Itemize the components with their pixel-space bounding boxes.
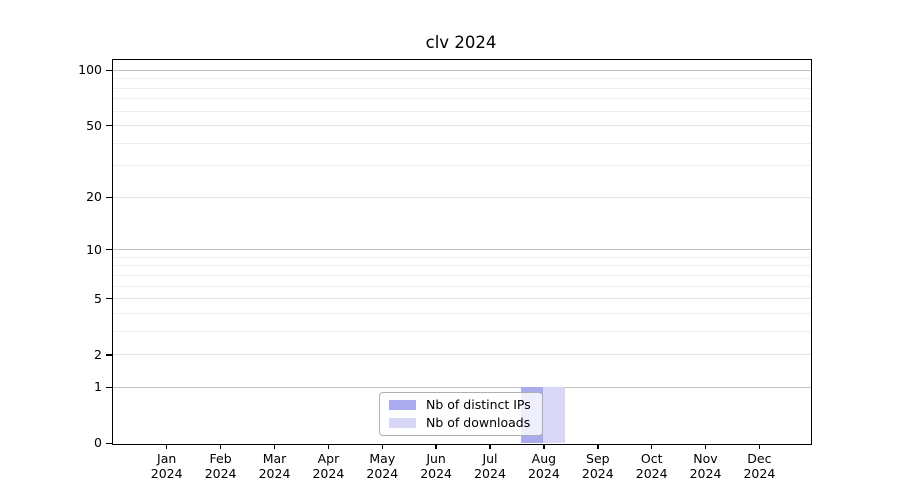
gridline-1 <box>112 386 811 388</box>
x-tick-label-jun: Jun 2024 <box>406 451 466 481</box>
x-tick-dec <box>758 443 761 449</box>
x-tick-apr <box>327 443 330 449</box>
month-text: Oct <box>640 451 663 466</box>
month-text: Dec <box>747 451 772 466</box>
gridline-70 <box>112 98 811 100</box>
x-tick-label-jan: Jan 2024 <box>137 451 197 481</box>
month-text: Apr <box>317 451 340 466</box>
y-tick-label: 10 <box>86 241 102 257</box>
y-tick-label: 100 <box>78 62 102 78</box>
x-tick-label-apr: Apr 2024 <box>298 451 358 481</box>
x-tick-aug <box>543 443 545 449</box>
y-tick-20 <box>106 196 113 199</box>
gridline-2 <box>112 354 811 356</box>
year-text: 2024 <box>366 466 399 481</box>
gridline-80 <box>112 87 811 89</box>
plot-area <box>111 58 812 445</box>
gridline-60 <box>112 110 811 112</box>
month-text: Mar <box>262 451 287 466</box>
gridline-4 <box>112 312 811 314</box>
legend-item-distinct-ips: Nb of distinct IPs <box>389 396 542 412</box>
gridline-30 <box>112 165 811 167</box>
gridline-6 <box>112 285 811 287</box>
x-tick-label-jul: Jul 2024 <box>460 451 520 481</box>
gridline-20 <box>112 196 811 198</box>
y-tick-label: 50 <box>86 117 102 133</box>
y-tick-label: 20 <box>86 189 102 205</box>
legend-item-downloads: Nb of downloads <box>389 414 542 430</box>
downloads-swatch <box>389 417 416 428</box>
y-tick-label: 0 <box>94 434 102 450</box>
year-text: 2024 <box>527 466 560 481</box>
y-tick-50 <box>106 124 113 127</box>
year-text: 2024 <box>420 466 452 481</box>
month-text: May <box>369 451 396 466</box>
month-text: Jan <box>157 451 177 466</box>
y-tick-label: 2 <box>94 346 102 362</box>
x-tick-may <box>381 443 383 449</box>
y-tick-label: 5 <box>94 290 102 306</box>
gridline-50 <box>112 125 811 126</box>
x-tick-oct <box>650 443 653 449</box>
legend-label: Nb of downloads <box>426 414 531 430</box>
month-text: Jun <box>426 451 446 466</box>
gridline-3 <box>112 330 811 332</box>
year-text: 2024 <box>635 466 668 481</box>
month-text: Feb <box>209 451 232 466</box>
month-text: Sep <box>586 451 610 466</box>
year-text: 2024 <box>689 466 722 481</box>
chart-legend: Nb of distinct IPs Nb of downloads <box>379 392 543 436</box>
bar-downloads-aug <box>542 387 565 444</box>
x-tick-feb <box>219 443 222 449</box>
x-tick-mar <box>273 443 276 449</box>
year-text: 2024 <box>258 466 291 481</box>
x-tick-jul <box>489 443 491 449</box>
year-text: 2024 <box>474 466 506 481</box>
year-text: 2024 <box>312 466 345 481</box>
month-text: Nov <box>693 451 718 466</box>
year-text: 2024 <box>581 466 614 481</box>
x-tick-jan <box>165 443 168 449</box>
gridline-8 <box>112 265 811 267</box>
distinct-ips-swatch <box>389 399 416 410</box>
x-tick-nov <box>704 443 707 449</box>
x-tick-sep <box>597 443 599 449</box>
gridline-40 <box>112 142 811 144</box>
legend-label: Nb of distinct IPs <box>426 396 531 412</box>
x-tick-label-may: May 2024 <box>352 451 412 481</box>
gridline-100 <box>112 69 811 71</box>
x-tick-jun <box>435 443 437 449</box>
y-tick-10 <box>106 248 113 251</box>
gridline-90 <box>112 78 811 80</box>
gridline-9 <box>112 256 811 258</box>
chart-title: clv 2024 <box>425 33 497 52</box>
x-tick-label-nov: Nov 2024 <box>676 451 736 481</box>
gridline-5 <box>112 298 811 300</box>
x-tick-label-oct: Oct 2024 <box>622 451 682 481</box>
x-tick-label-aug: Aug 2024 <box>514 451 574 481</box>
year-text: 2024 <box>204 466 237 481</box>
y-tick-0 <box>106 442 113 444</box>
month-text: Jul <box>482 451 498 466</box>
y-tick-100 <box>106 69 113 71</box>
y-tick-label: 1 <box>94 379 102 395</box>
month-text: Aug <box>531 451 557 466</box>
x-tick-label-dec: Dec 2024 <box>729 451 789 481</box>
y-tick-2 <box>106 354 113 356</box>
x-tick-label-sep: Sep 2024 <box>568 451 628 481</box>
year-text: 2024 <box>150 466 183 481</box>
y-tick-1 <box>106 386 113 389</box>
gridline-7 <box>112 274 811 276</box>
x-tick-label-feb: Feb 2024 <box>191 451 251 481</box>
x-tick-label-mar: Mar 2024 <box>245 451 305 481</box>
y-tick-5 <box>106 297 113 300</box>
year-text: 2024 <box>743 466 776 481</box>
gridline-10 <box>112 249 811 251</box>
